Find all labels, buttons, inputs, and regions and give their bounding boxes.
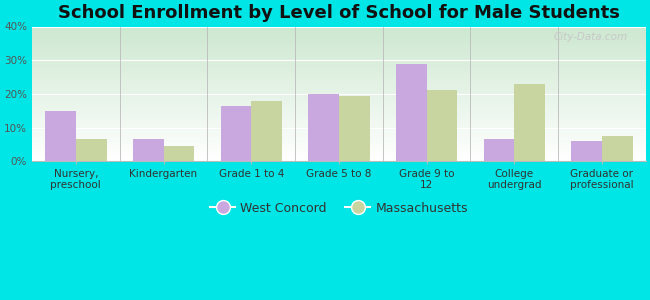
Title: School Enrollment by Level of School for Male Students: School Enrollment by Level of School for… <box>58 4 620 22</box>
Legend: West Concord, Massachusetts: West Concord, Massachusetts <box>205 196 473 220</box>
Bar <box>484 139 514 161</box>
Bar <box>252 100 282 161</box>
Bar <box>76 139 107 161</box>
Bar <box>426 91 458 161</box>
Bar <box>308 94 339 161</box>
Bar <box>164 146 194 161</box>
Bar <box>46 111 76 161</box>
Bar <box>133 139 164 161</box>
Text: City-Data.com: City-Data.com <box>553 32 627 42</box>
Bar <box>602 136 632 161</box>
Bar <box>396 64 426 161</box>
Bar <box>339 95 370 161</box>
Bar <box>571 141 602 161</box>
Bar <box>514 84 545 161</box>
Bar <box>220 106 252 161</box>
